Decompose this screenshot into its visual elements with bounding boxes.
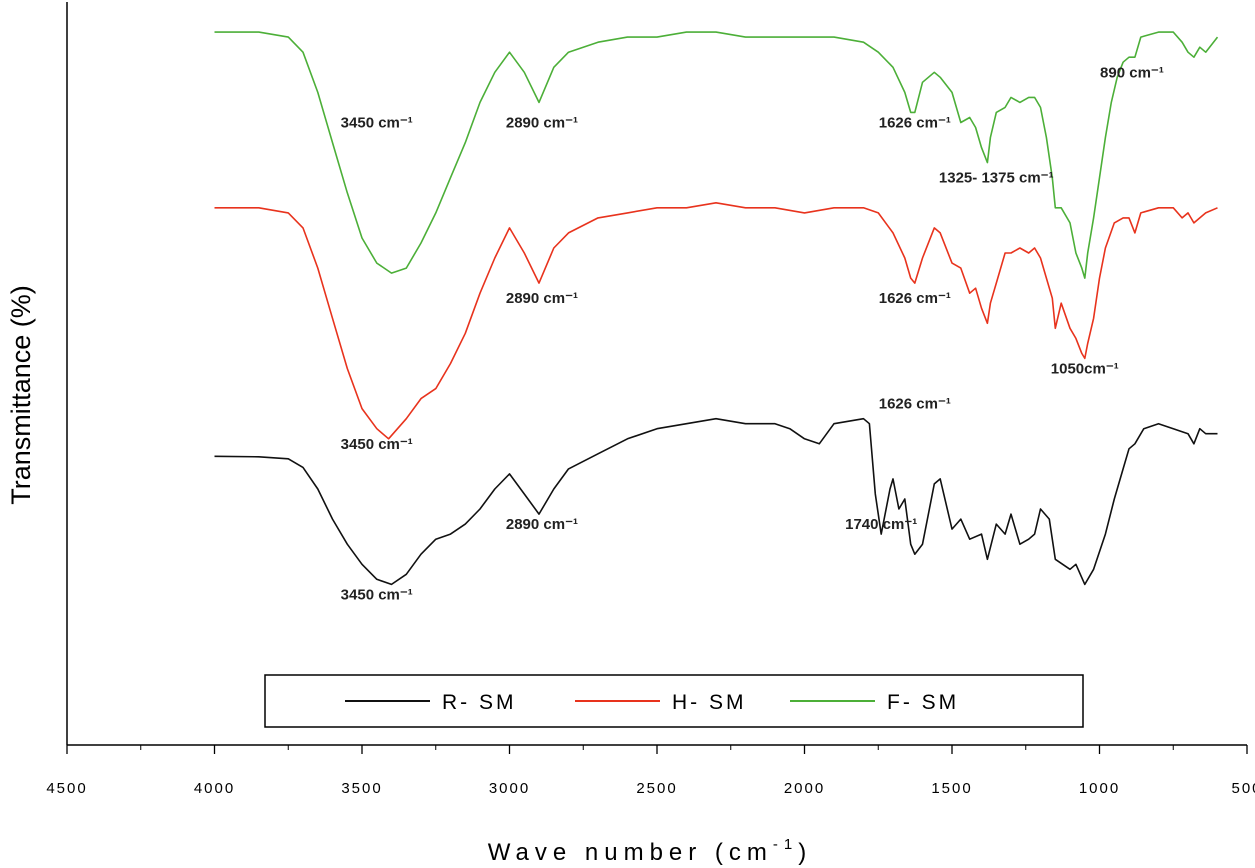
peak-annotation: 2890 cm⁻¹ [506,290,578,307]
x-tick-label: 3000 [489,780,530,797]
peak-annotation: 2890 cm⁻¹ [506,516,578,533]
series-layer [214,31,1219,586]
x-tick-label: 4500 [46,780,87,797]
peak-annotation: 1740 cm⁻¹ [845,516,917,533]
peak-annotation: 1626 cm⁻¹ [879,115,951,132]
x-tick-label: 4000 [194,780,235,797]
peak-annotation: 1325- 1375 cm⁻¹ [939,170,1054,187]
x-axis-label-superscript: -1 [773,836,798,853]
peak-annotation: 2890 cm⁻¹ [506,115,578,132]
series-line-rsm [214,417,1218,586]
legend: R- SM H- SM F- SM [264,674,1084,728]
annotation-layer: 3450 cm⁻¹ 2890 cm⁻¹ 1740 cm⁻¹ 1626 cm⁻¹ 1050… [341,64,1164,603]
x-axis-label-main: Wave number (cm [488,839,773,866]
peak-annotation: 3450 cm⁻¹ [341,586,413,603]
x-tick-label: 2500 [636,780,677,797]
y-axis-label: Transmittance (%) [6,285,36,505]
peak-annotation: 890 cm⁻¹ [1100,64,1164,81]
x-tick-label: 1000 [1079,780,1120,797]
peak-annotation: 1050cm⁻¹ [1051,361,1119,378]
peak-annotation: 1626 cm⁻¹ [879,290,951,307]
x-ticks-group: 4500 4000 3500 3000 2500 2000 1500 1000 500 [46,745,1255,797]
x-tick-label: 2000 [784,780,825,797]
x-tick-label: 1500 [931,780,972,797]
x-axis-label-close: ) [798,839,812,866]
peak-annotation: 3450 cm⁻¹ [341,436,413,453]
x-tick-label: 3500 [341,780,382,797]
series-line-fsm [214,31,1219,279]
peak-annotation: 3450 cm⁻¹ [341,115,413,132]
legend-label: R- SM [442,691,517,714]
x-axis-label: Wave number (cm-1) [488,836,813,866]
legend-label: F- SM [887,691,959,714]
legend-label: H- SM [672,691,747,714]
x-tick-label: 500 [1231,780,1255,797]
peak-annotation: 1626 cm⁻¹ [879,396,951,413]
series-line-hsm [214,202,1218,440]
